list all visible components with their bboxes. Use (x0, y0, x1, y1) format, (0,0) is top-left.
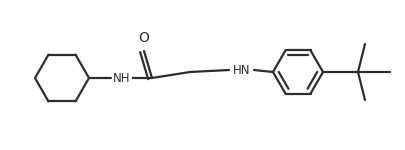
Text: NH: NH (113, 72, 130, 84)
Text: O: O (138, 31, 149, 45)
Text: HN: HN (233, 63, 250, 76)
